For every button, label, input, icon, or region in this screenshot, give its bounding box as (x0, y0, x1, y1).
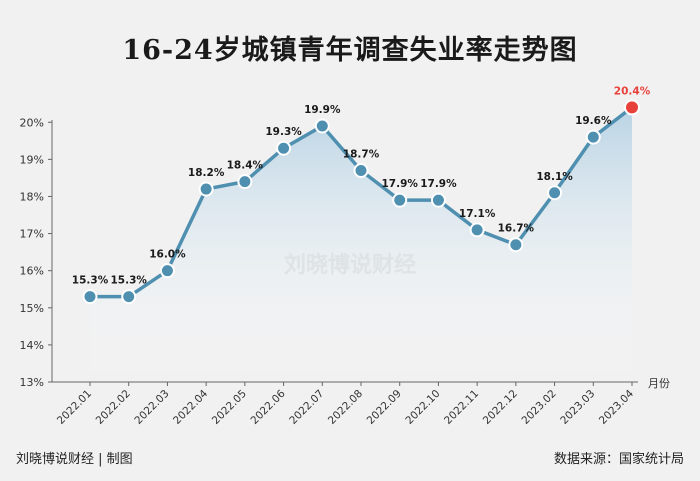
x-tick-label: 2022.11 (442, 388, 481, 427)
y-tick-label: 17% (20, 228, 44, 241)
data-point (82, 289, 98, 305)
x-tick-label: 2022.12 (481, 388, 520, 427)
data-point (121, 289, 137, 305)
data-labels: 15.3% 15.3% 16.0% 18.2%18.4% 19.3%19.9% 18.7%… (72, 85, 651, 286)
data-label: 18.7% (343, 149, 380, 161)
y-tick-label: 18% (20, 190, 44, 203)
data-point (237, 174, 253, 190)
y-tick-label: 13% (20, 376, 44, 389)
y-axis: 13% 14% 15% 16% 17% 18% 19% 20% (20, 116, 53, 389)
data-label: 19.9% (304, 104, 341, 116)
data-label: 16.7% (498, 223, 535, 235)
data-label: 17.9% (381, 178, 418, 190)
data-label: 16.0% (149, 249, 186, 261)
x-tick-label: 2022.04 (171, 387, 210, 426)
data-label: 19.3% (265, 126, 302, 138)
data-label: 17.1% (459, 208, 496, 220)
data-point (585, 129, 601, 145)
footer-credit: 刘晓博说财经 | 制图 (16, 452, 133, 467)
data-point (392, 192, 408, 208)
x-tick-label: 2022.02 (94, 388, 133, 427)
data-point (353, 163, 369, 178)
y-tick-label: 14% (20, 339, 44, 352)
area-fill (90, 107, 632, 382)
x-axis-unit: 月份 (648, 377, 670, 390)
data-point (159, 263, 175, 279)
data-label: 20.4% (614, 85, 651, 97)
x-axis: 2022.01 2022.02 2022.03 2022.04 2022.05 2022.… (52, 377, 670, 427)
x-tick-label: 2022.01 (55, 388, 94, 427)
x-tick-label: 2022.07 (287, 388, 326, 427)
data-point (547, 185, 563, 201)
y-tick-label: 20% (20, 116, 44, 129)
data-point (430, 192, 446, 208)
y-tick-label: 16% (20, 265, 44, 278)
x-tick-label: 2022.05 (210, 388, 249, 427)
data-point (198, 181, 214, 197)
highlight-point (624, 99, 640, 116)
data-point (314, 118, 330, 134)
x-tick-label: 2022.09 (365, 388, 404, 427)
data-point (276, 140, 292, 156)
data-point (469, 222, 485, 238)
data-point (508, 237, 524, 253)
x-tick-label: 2023.03 (558, 388, 597, 427)
x-tick-label: 2022.08 (326, 388, 365, 427)
data-label: 17.9% (420, 178, 457, 190)
y-tick-label: 15% (20, 302, 44, 315)
x-tick-label: 2022.10 (403, 388, 442, 427)
x-tick-label: 2022.06 (249, 387, 288, 426)
chart-title: 16-24岁城镇青年调查失业率走势图 (122, 35, 578, 66)
x-tick-label: 2023.04 (597, 387, 636, 426)
x-tick-label: 2022.03 (132, 388, 171, 427)
data-label: 18.2% (188, 167, 225, 179)
data-label: 18.4% (227, 160, 264, 172)
footer-source: 数据来源：国家统计局 (553, 452, 684, 467)
y-tick-label: 19% (20, 153, 44, 166)
data-label: 15.3% (72, 275, 109, 287)
data-label: 15.3% (110, 275, 147, 287)
data-label: 18.1% (536, 171, 573, 183)
data-points (82, 99, 640, 305)
x-tick-label: 2023.02 (520, 388, 559, 427)
data-label: 19.6% (575, 115, 612, 127)
